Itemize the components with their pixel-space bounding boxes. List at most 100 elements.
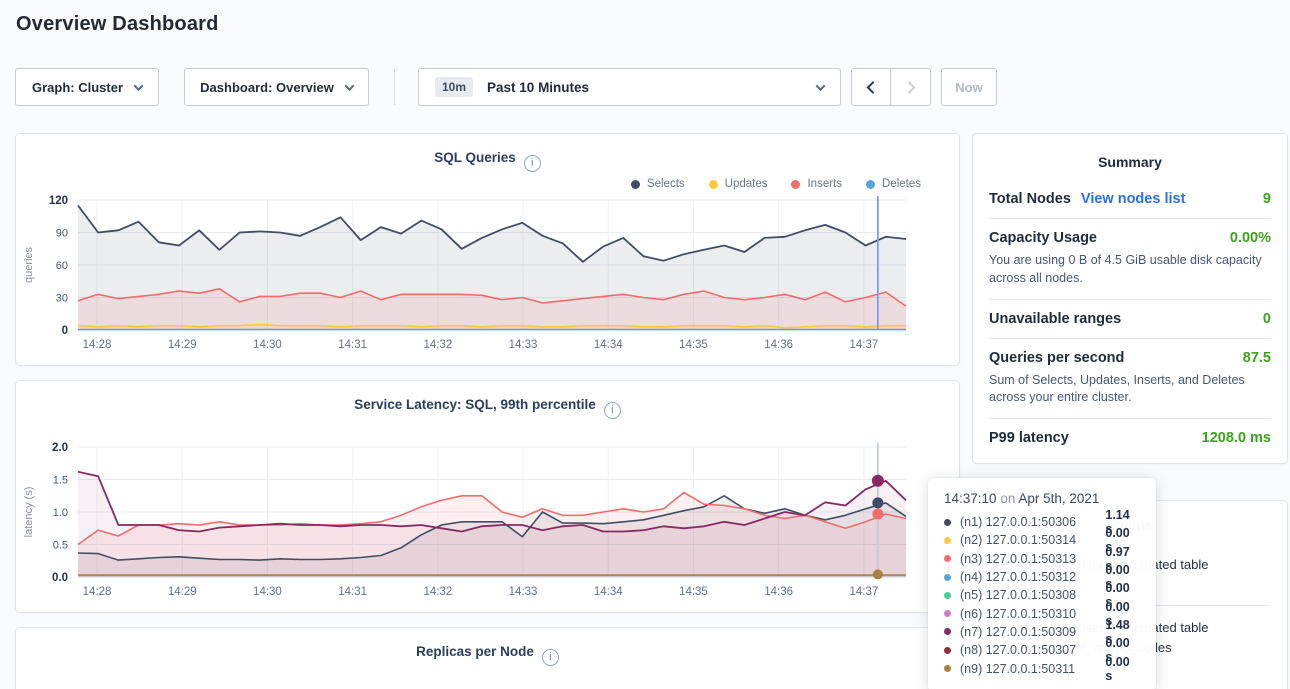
legend-dot-icon xyxy=(791,179,801,189)
svg-text:60: 60 xyxy=(56,260,68,272)
info-icon[interactable]: i xyxy=(603,401,621,419)
tooltip-node-address: (n3) 127.0.0.1:50313 xyxy=(960,551,1077,566)
node-color-dot-icon xyxy=(944,610,951,618)
view-nodes-list-link[interactable]: View nodes list xyxy=(1080,191,1186,207)
info-icon[interactable]: i xyxy=(541,648,559,666)
now-button[interactable]: Now xyxy=(941,68,997,106)
chevron-down-icon xyxy=(133,80,144,91)
tooltip-node-value: 0.00 s xyxy=(1105,526,1130,555)
tooltip-node-address: (n8) 127.0.0.1:50307 xyxy=(960,643,1077,658)
tooltip-node-value: 1.48 s xyxy=(1105,617,1130,646)
chevron-down-icon xyxy=(815,80,826,91)
legend-label: Updates xyxy=(724,178,768,190)
chart-title-text: SQL Queries xyxy=(434,150,516,165)
summary-stat-value: 0 xyxy=(1262,310,1271,327)
summary-stat-value: 9 xyxy=(1262,191,1271,207)
svg-text:1.0: 1.0 xyxy=(53,507,68,519)
tooltip-node-value: 0.00 s xyxy=(1105,581,1130,610)
tooltip-node-row: (n1) 127.0.0.1:50306 1.14 s xyxy=(944,508,1140,536)
info-icon[interactable]: i xyxy=(523,154,541,172)
node-color-dot-icon xyxy=(944,518,951,526)
sql-queries-card: SQL Queries i Selects Updates Inserts Delete… xyxy=(15,133,960,366)
dashboard-dropdown[interactable]: Dashboard: Overview xyxy=(184,68,369,106)
tooltip-node-row: (n3) 127.0.0.1:50313 0.97 s xyxy=(944,545,1140,573)
svg-text:30: 30 xyxy=(56,293,68,305)
summary-panel: Summary Total Nodes View nodes list 9 Capac… xyxy=(972,133,1288,464)
sql-queries-chart[interactable]: 0 30 60 90 120 14:28 14:29 14:30 14:31 14:32 14:33… xyxy=(16,190,946,364)
legend-item-updates[interactable]: Updates xyxy=(708,178,768,190)
chart-hover-tooltip: 14:37:10 on Apr 5th, 2021 (n1) 127.0.0.1… xyxy=(928,478,1156,689)
svg-text:14:35: 14:35 xyxy=(679,586,708,598)
svg-text:1.5: 1.5 xyxy=(53,475,68,487)
tooltip-node-value: 0.00 s xyxy=(1105,599,1130,628)
tooltip-date: Apr 5th, 2021 xyxy=(1018,491,1100,506)
svg-text:14:31: 14:31 xyxy=(338,339,367,351)
svg-text:14:33: 14:33 xyxy=(509,586,538,598)
chart-title: Service Latency: SQL, 99th percentile i xyxy=(16,397,959,419)
legend-dot-icon xyxy=(866,179,875,189)
tooltip-node-row: (n7) 127.0.0.1:50309 1.48 s xyxy=(944,618,1140,646)
svg-text:queries: queries xyxy=(23,246,35,283)
legend-item-inserts[interactable]: Inserts xyxy=(791,178,842,190)
tooltip-node-address: (n9) 127.0.0.1:50311 xyxy=(960,661,1076,676)
tooltip-node-value: 0.00 s xyxy=(1105,563,1130,592)
time-range-picker[interactable]: 10m Past 10 Minutes xyxy=(418,68,841,106)
tooltip-node-value: 0.97 s xyxy=(1105,544,1130,573)
tooltip-node-address: (n2) 127.0.0.1:50314 xyxy=(960,533,1077,548)
svg-text:14:33: 14:33 xyxy=(509,339,538,351)
legend-item-selects[interactable]: Selects xyxy=(630,178,685,190)
tooltip-node-row: (n5) 127.0.0.1:50308 0.00 s xyxy=(944,581,1140,609)
svg-text:14:35: 14:35 xyxy=(679,339,708,351)
chart-title-text: Service Latency: SQL, 99th percentile xyxy=(354,397,596,412)
node-color-dot-icon xyxy=(944,646,951,654)
time-prev-button[interactable] xyxy=(851,68,891,106)
tooltip-node-value: 1.14 s xyxy=(1105,508,1130,537)
chevron-left-icon xyxy=(866,80,879,94)
graph-dropdown-label: Graph: Cluster xyxy=(31,79,123,95)
svg-text:14:30: 14:30 xyxy=(253,586,282,598)
service-latency-card: Service Latency: SQL, 99th percentile i 0… xyxy=(15,380,960,613)
legend-label: Inserts xyxy=(807,178,842,190)
summary-stat-label: Unavailable ranges xyxy=(989,310,1122,327)
summary-stat-label: Total Nodes xyxy=(989,191,1071,207)
tooltip-node-row: (n4) 127.0.0.1:50312 0.00 s xyxy=(944,563,1140,591)
tooltip-node-value: 0.00 s xyxy=(1105,654,1130,683)
svg-text:14:28: 14:28 xyxy=(83,586,112,598)
chart-legend: Selects Updates Inserts Deletes xyxy=(630,178,921,190)
legend-item-deletes[interactable]: Deletes xyxy=(866,178,921,190)
svg-text:14:31: 14:31 xyxy=(338,586,367,598)
legend-label: Deletes xyxy=(882,178,921,190)
summary-stat-label: P99 latency xyxy=(989,430,1069,446)
node-color-dot-icon xyxy=(944,555,951,563)
chevron-down-icon xyxy=(344,80,355,91)
service-latency-chart[interactable]: 0.0 0.5 1.0 1.5 2.0 14:28 14:29 14:30 14:31 14:32… xyxy=(16,437,946,611)
svg-text:14:37: 14:37 xyxy=(849,586,878,598)
time-range-label: Past 10 Minutes xyxy=(487,79,590,95)
replicas-per-node-card: Replicas per Node i xyxy=(15,627,960,689)
summary-stat-value: 0.00% xyxy=(1229,230,1271,246)
legend-dot-icon xyxy=(630,179,640,189)
tooltip-node-value: 0.00 s xyxy=(1105,636,1130,665)
tooltip-time: 14:37:10 xyxy=(944,491,997,506)
time-next-button[interactable] xyxy=(890,68,931,106)
chart-title: SQL Queries i xyxy=(16,150,959,172)
tooltip-node-address: (n4) 127.0.0.1:50312 xyxy=(960,570,1077,585)
svg-text:14:28: 14:28 xyxy=(83,339,112,351)
tooltip-node-address: (n6) 127.0.0.1:50310 xyxy=(960,606,1077,621)
legend-dot-icon xyxy=(708,179,718,189)
svg-text:14:32: 14:32 xyxy=(423,339,452,351)
summary-stat-description: Sum of Selects, Updates, Inserts, and De… xyxy=(989,372,1245,405)
tooltip-node-row: (n9) 127.0.0.1:50311 0.00 s xyxy=(944,655,1140,683)
summary-stat: Unavailable ranges 0 xyxy=(989,298,1271,338)
summary-stat-value: 87.5 xyxy=(1242,349,1271,366)
summary-stat: Total Nodes View nodes list 9 xyxy=(989,180,1271,218)
svg-text:14:32: 14:32 xyxy=(423,586,452,598)
graph-dropdown[interactable]: Graph: Cluster xyxy=(15,68,159,106)
tooltip-on-word: on xyxy=(996,491,1019,506)
tooltip-node-address: (n5) 127.0.0.1:50308 xyxy=(960,588,1077,603)
node-color-dot-icon xyxy=(944,665,951,673)
tooltip-rows: (n1) 127.0.0.1:50306 1.14 s (n2) 127.0.0.1… xyxy=(944,508,1140,683)
chevron-right-icon xyxy=(902,80,916,94)
svg-text:14:34: 14:34 xyxy=(594,586,623,598)
tooltip-node-address: (n7) 127.0.0.1:50309 xyxy=(960,624,1077,639)
